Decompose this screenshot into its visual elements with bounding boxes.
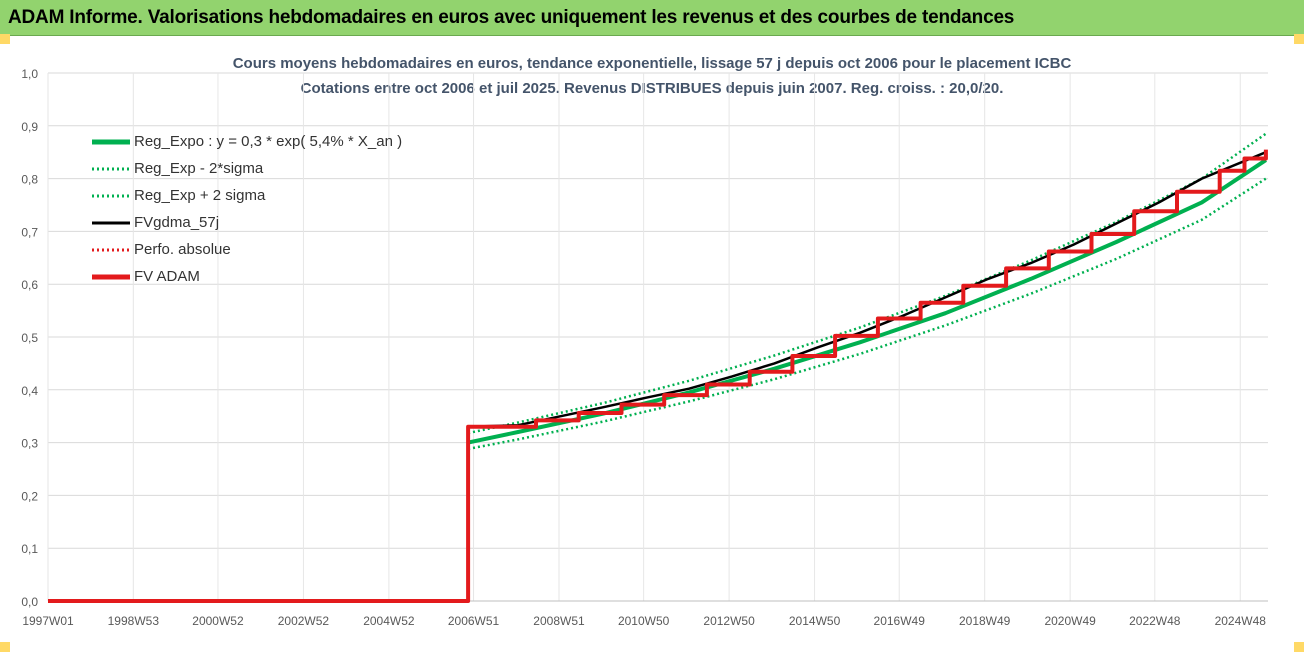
- x-tick-label: 2020W49: [1044, 614, 1096, 628]
- legend-item: Reg_Expo : y = 0,3 * exp( 5,4% * X_an ): [90, 128, 402, 155]
- legend-swatch: [92, 221, 130, 224]
- x-tick-label: 2014W50: [789, 614, 841, 628]
- legend-label: Reg_Exp - 2*sigma: [134, 160, 264, 177]
- legend-label: Reg_Exp + 2 sigma: [134, 187, 266, 204]
- x-tick-label: 2008W51: [533, 614, 585, 628]
- y-tick-label: 0,7: [21, 225, 38, 239]
- x-tick-label: 1997W01: [22, 614, 74, 628]
- series-reg-exp-minus: [467, 177, 1267, 451]
- y-tick-label: 0,4: [21, 384, 38, 398]
- legend-item: Perfo. absolue: [90, 236, 402, 263]
- x-tick-label: 2010W50: [618, 614, 670, 628]
- page-title: ADAM Informe. Valorisations hebdomadaire…: [8, 7, 1015, 28]
- y-tick-label: 0,9: [21, 120, 38, 134]
- chart-title: Cours moyens hebdomadaires en euros, ten…: [232, 55, 1072, 72]
- x-tick-label: 2012W50: [703, 614, 755, 628]
- legend-label: Perfo. absolue: [134, 241, 231, 258]
- y-tick-label: 0,6: [21, 278, 38, 292]
- legend-item: FV ADAM: [90, 263, 402, 290]
- legend-swatch: [92, 139, 130, 144]
- chart-subtitle: Cotations entre oct 2006 et juil 2025. R…: [300, 80, 1004, 97]
- legend-item: FVgdma_57j: [90, 209, 402, 236]
- x-tick-label: 2016W49: [874, 614, 926, 628]
- legend-swatch: [92, 194, 130, 197]
- legend-item: Reg_Exp + 2 sigma: [90, 182, 402, 209]
- legend-item: Reg_Exp - 2*sigma: [90, 155, 402, 182]
- x-tick-label: 2024W48: [1215, 614, 1267, 628]
- y-tick-label: 0,8: [21, 173, 38, 187]
- x-tick-label: 2022W48: [1129, 614, 1181, 628]
- x-tick-label: 2004W52: [363, 614, 415, 628]
- corner-marker: [0, 34, 10, 44]
- x-tick-label: 2002W52: [278, 614, 330, 628]
- legend-swatch: [92, 167, 130, 170]
- y-tick-label: 0,1: [21, 542, 38, 556]
- series-fv-adam: [48, 149, 1268, 603]
- y-tick-label: 1,0: [21, 67, 38, 81]
- series-reg-expo: [467, 158, 1268, 445]
- y-tick-label: 0,3: [21, 437, 38, 451]
- x-tick-label: 1998W53: [108, 614, 160, 628]
- header-bar: ADAM Informe. Valorisations hebdomadaire…: [0, 0, 1304, 36]
- series-reg-exp-plus: [467, 132, 1267, 435]
- x-tick-label: 2006W51: [448, 614, 500, 628]
- series-fvgdma: [468, 151, 1267, 429]
- corner-marker: [0, 642, 10, 652]
- x-tick-label: 2000W52: [192, 614, 244, 628]
- legend-swatch: [92, 274, 130, 279]
- y-tick-label: 0,2: [21, 489, 38, 503]
- legend-swatch: [92, 248, 130, 251]
- y-tick-label: 0,5: [21, 331, 38, 345]
- y-tick-label: 0,0: [21, 595, 38, 609]
- x-tick-label: 2018W49: [959, 614, 1011, 628]
- legend-label: FV ADAM: [134, 268, 200, 285]
- corner-marker: [1294, 642, 1304, 652]
- corner-marker: [1294, 34, 1304, 44]
- chart-legend: Reg_Expo : y = 0,3 * exp( 5,4% * X_an ) R…: [90, 128, 402, 290]
- legend-label: Reg_Expo : y = 0,3 * exp( 5,4% * X_an ): [134, 133, 403, 150]
- legend-label: FVgdma_57j: [134, 214, 220, 231]
